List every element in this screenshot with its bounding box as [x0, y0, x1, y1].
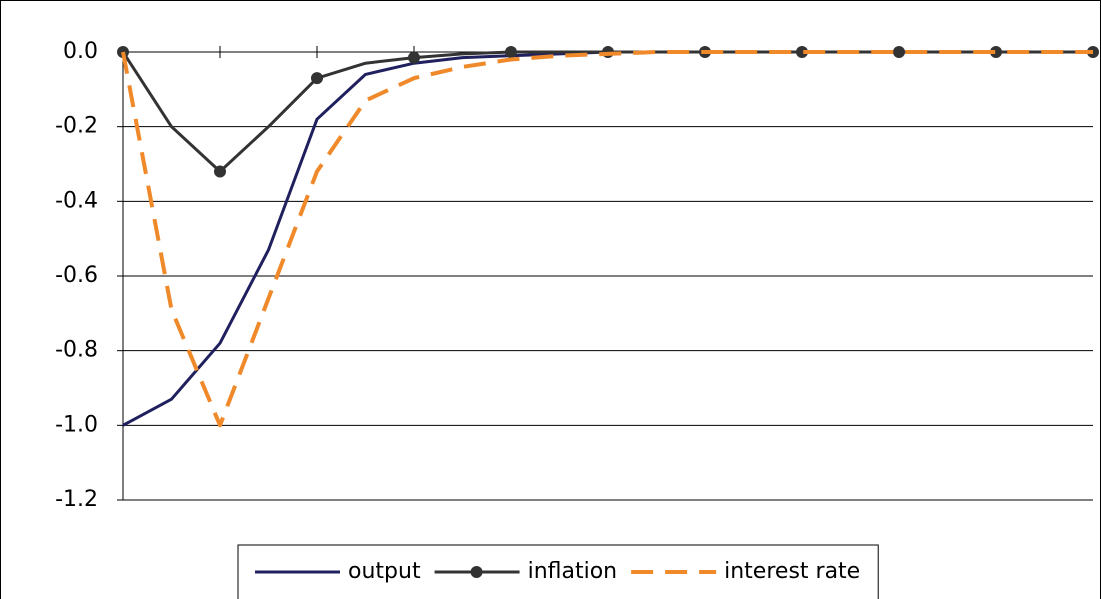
series-line	[121, 50, 1093, 428]
y-tick-label: -0.8	[55, 338, 98, 363]
series-marker	[408, 51, 420, 64]
legend-label: output	[348, 559, 421, 584]
series-marker	[796, 46, 808, 58]
legend-label: interest rate	[724, 559, 860, 584]
y-tick-label: -0.6	[55, 263, 98, 288]
legend: output inflation interest rate	[237, 544, 879, 599]
y-tick-label: -0.2	[55, 114, 98, 139]
legend-label: inflation	[528, 559, 618, 584]
series-marker	[505, 46, 517, 58]
y-tick-label: -1.0	[55, 412, 98, 437]
legend-marker	[470, 566, 483, 578]
series-marker	[214, 165, 226, 178]
series-marker	[311, 72, 323, 85]
legend-box	[237, 544, 879, 599]
series-marker	[893, 46, 905, 58]
y-tick-label: -1.2	[55, 487, 98, 512]
series-line	[121, 50, 1093, 173]
y-tick-label: 0.0	[63, 39, 98, 64]
series-line	[122, 50, 1093, 427]
y-tick-label: -0.4	[55, 188, 98, 213]
series-marker	[990, 46, 1002, 58]
